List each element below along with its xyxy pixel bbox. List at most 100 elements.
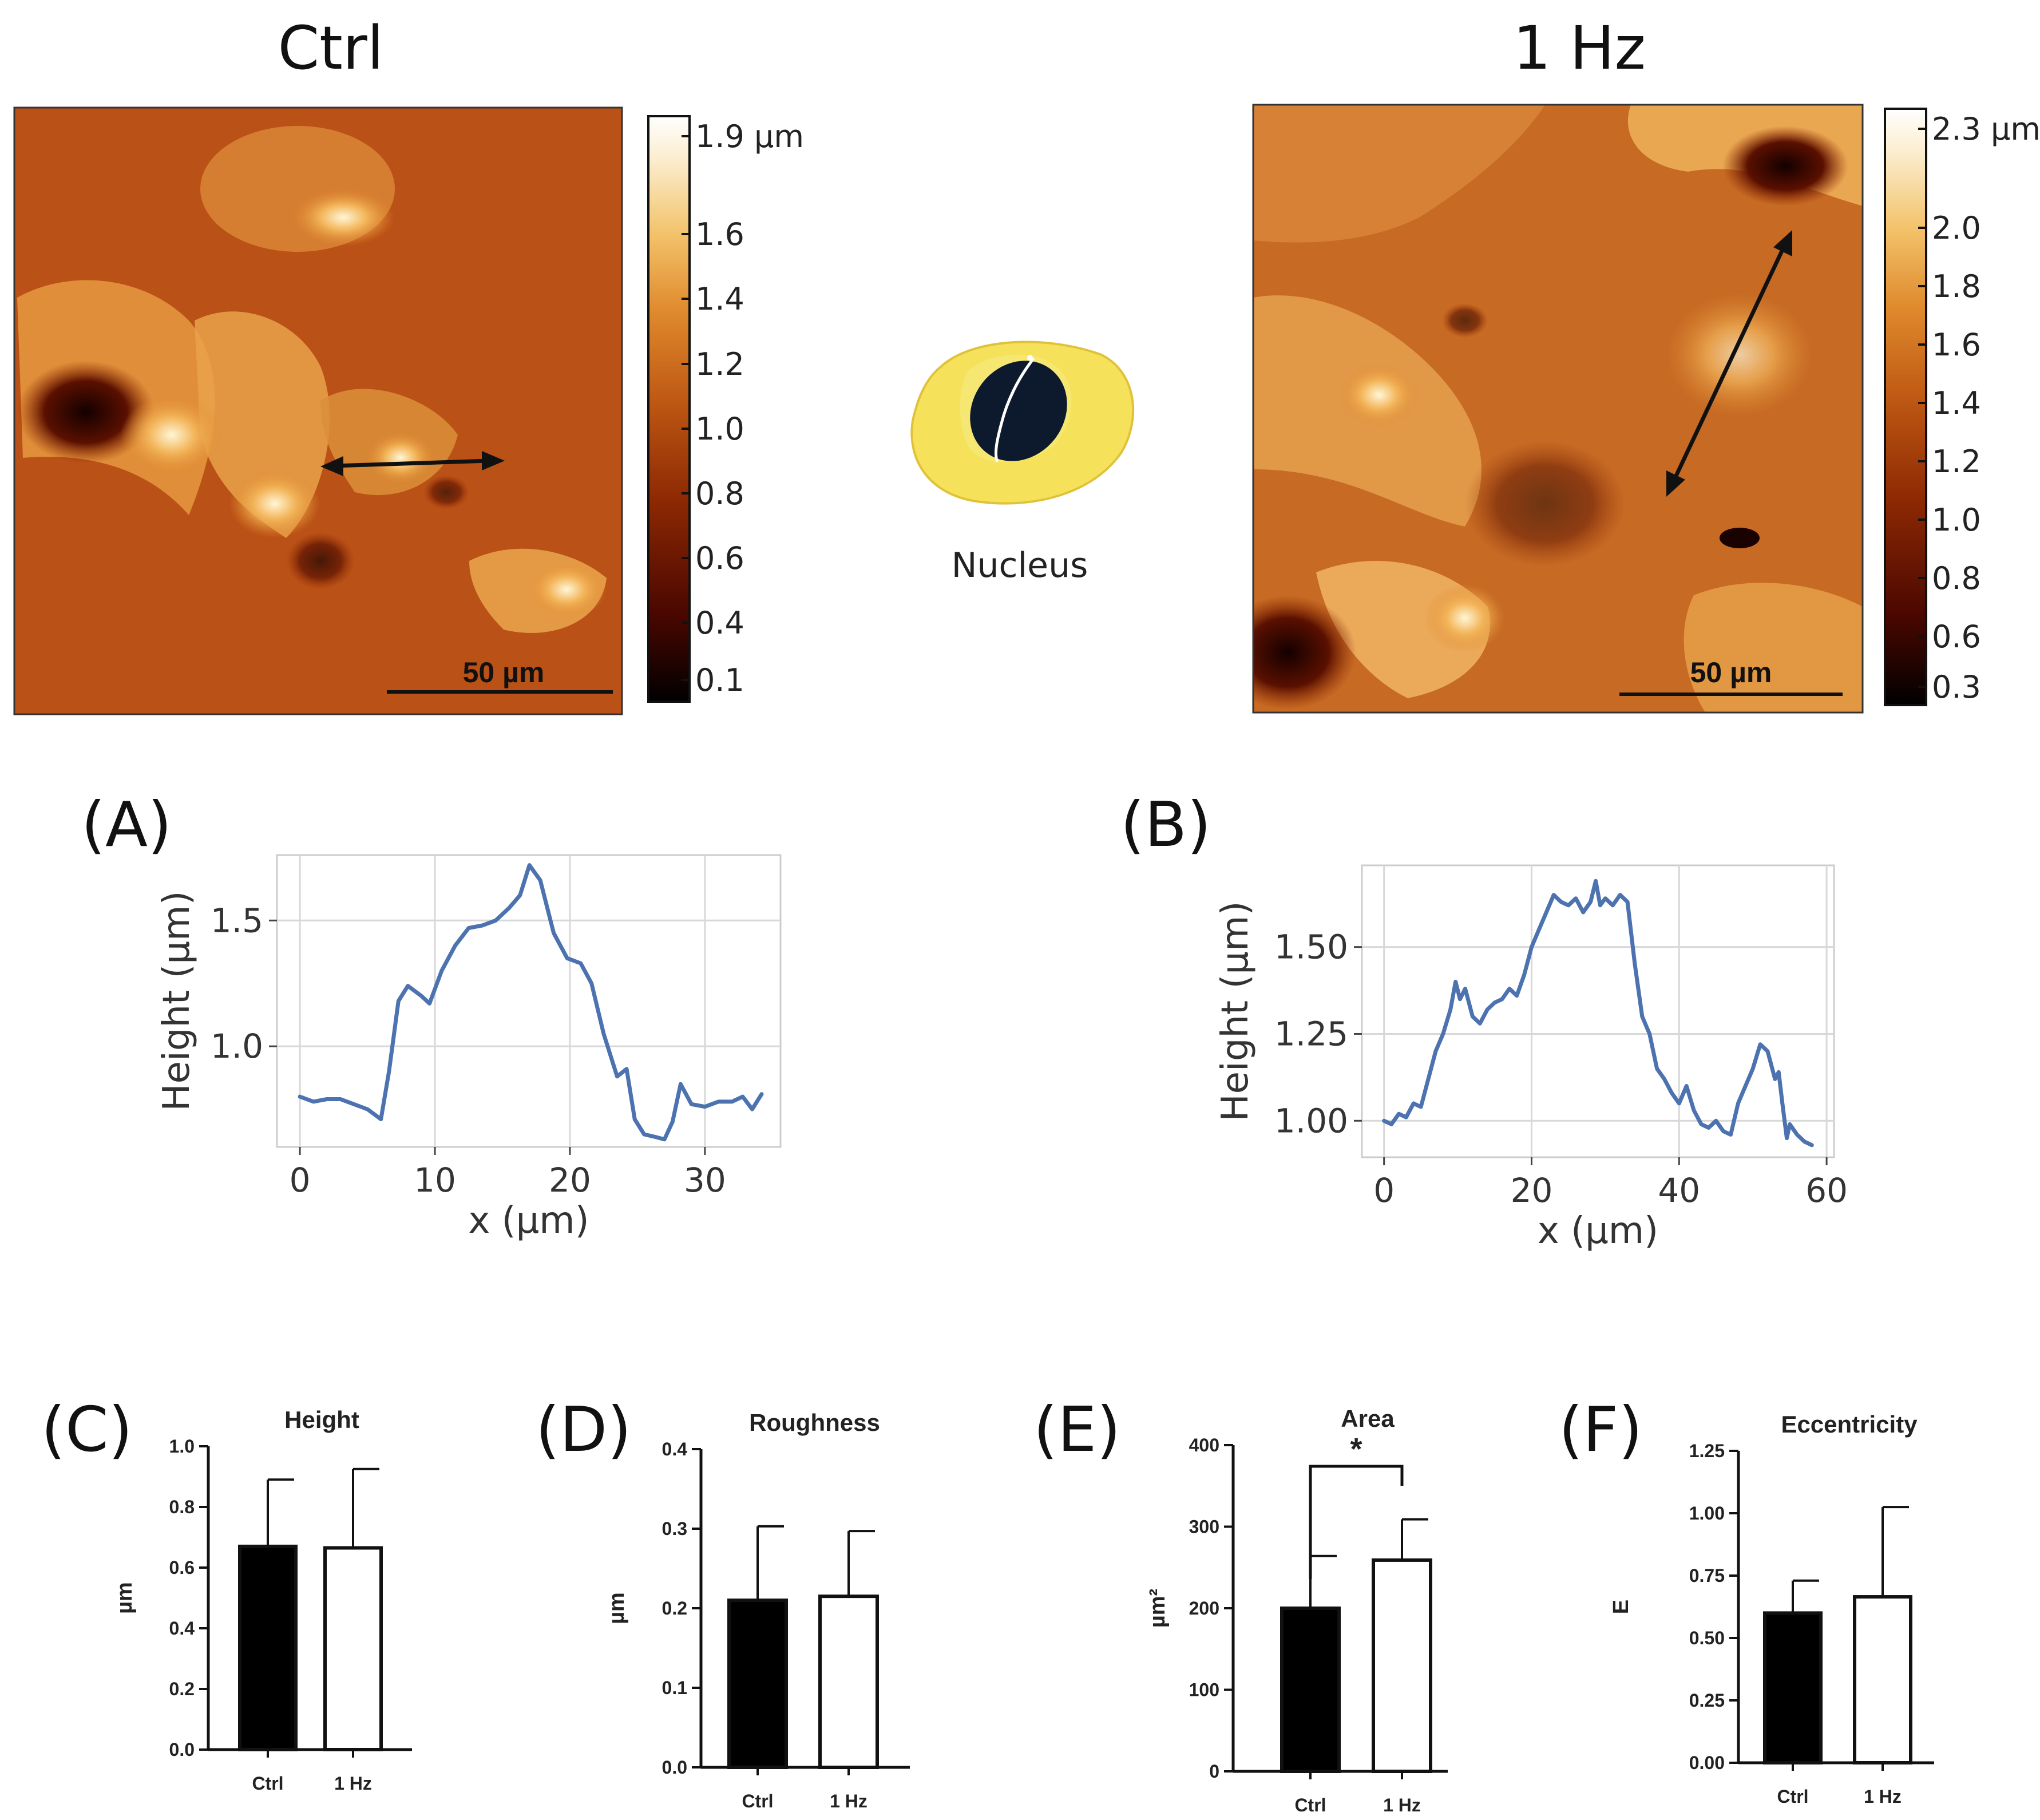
afm-image-ctrl: Ctrl 50 µm 1.9 µm — [13, 13, 804, 715]
colorbar-tick-label: 0.8 — [1932, 560, 1981, 596]
panel-label: (E) — [1033, 1394, 1121, 1466]
chart-title: Area — [1341, 1405, 1395, 1432]
bar-ctrl — [1763, 1611, 1823, 1764]
y-tick-label: 0.00 — [1689, 1752, 1725, 1773]
y-tick-label: 0.4 — [169, 1618, 195, 1639]
y-tick-label: 0.0 — [169, 1739, 195, 1760]
afm-image-1hz: 1 Hz 50 µm 2.3 µm2.01.81.61.41.21. — [1252, 13, 2040, 714]
x-tick-label: 40 — [1658, 1171, 1700, 1210]
y-axis-label: Height (μm) — [156, 891, 198, 1111]
chart-bar-e: 0 100 200 300 400 Ctrl 1 Hz Area µm² (E) * — [1033, 1394, 1448, 1815]
x-tick-label: 30 — [684, 1161, 726, 1200]
colorbar-tick-label: 0.6 — [695, 540, 744, 576]
colorbar-tick-label: 1.8 — [1932, 268, 1981, 304]
y-tick-label: 0.8 — [169, 1497, 195, 1517]
bar-ctrl — [238, 1544, 298, 1751]
colorbar-tick-label: 0.1 — [695, 662, 744, 698]
bar-ctrl — [1280, 1607, 1341, 1773]
colorbar-tick-label: 2.0 — [1932, 210, 1981, 246]
y-tick-label: 1.0 — [211, 1027, 263, 1066]
chart-title: Height — [284, 1406, 359, 1433]
x-tick-label: Ctrl — [742, 1791, 773, 1811]
afm-1hz-scale-bar — [1619, 693, 1843, 696]
x-tick-label: 1 Hz — [334, 1773, 372, 1794]
colorbar-tick-label: 2.3 µm — [1932, 111, 2040, 147]
x-axis-label: x (μm) — [468, 1200, 589, 1242]
x-tick-label: Ctrl — [252, 1773, 283, 1794]
afm-1hz-title: 1 Hz — [1513, 13, 1646, 83]
nucleus-shape — [970, 361, 1067, 461]
x-tick-label: 20 — [549, 1161, 591, 1200]
y-tick-label: 0.2 — [662, 1598, 687, 1619]
afm-1hz-profile-arrow — [1666, 230, 1792, 497]
y-axis-label: µm² — [1146, 1589, 1170, 1628]
y-tick-label: 0.50 — [1689, 1628, 1725, 1648]
y-tick-label: 1.0 — [169, 1436, 195, 1457]
colorbar-tick-label: 1.9 µm — [695, 118, 804, 155]
bar-1hz — [323, 1546, 383, 1752]
afm-1hz-scale-label: 50 µm — [1690, 656, 1772, 689]
y-tick-label: 300 — [1189, 1517, 1219, 1537]
chart-line-a: 0 10 20 30 1.0 1.5 x (μm) Height (μm) (A) — [81, 789, 782, 1242]
x-tick-label: Ctrl — [1777, 1786, 1808, 1807]
y-axis-label: E — [1609, 1600, 1633, 1614]
nucleus-schematic: Nucleus — [910, 341, 1135, 585]
nucleus-label: Nucleus — [952, 545, 1088, 585]
y-axis-label: µm — [605, 1592, 629, 1624]
panel-label: (A) — [81, 789, 172, 861]
bar-1hz — [1853, 1595, 1912, 1765]
y-tick-label: 1.25 — [1689, 1441, 1725, 1461]
height-profile-line — [1382, 879, 1814, 1148]
chart-bar-c: 0.0 0.2 0.4 0.6 0.8 1.0 Ctrl 1 Hz Height µm (C) — [41, 1394, 412, 1794]
bar-1hz — [1372, 1558, 1432, 1774]
colorbar-tick-label: 1.4 — [695, 281, 744, 317]
height-profile-line — [298, 863, 764, 1142]
y-tick-label: 0.75 — [1689, 1565, 1725, 1586]
colorbar-tick-label: 1.0 — [695, 411, 744, 447]
chart-line-b: 0 20 40 60 1.00 1.25 1.50 x (μm) Height (μm)(B) — [1120, 789, 1848, 1252]
x-tick-label: 0 — [290, 1161, 311, 1200]
y-tick-label: 0.0 — [662, 1757, 687, 1778]
panel-label: (D) — [536, 1394, 631, 1466]
afm-1hz-texture: 50 µm — [1253, 105, 1863, 713]
x-tick-label: 20 — [1511, 1171, 1553, 1210]
x-tick-label: 0 — [1373, 1171, 1395, 1210]
y-tick-label: 0.6 — [169, 1557, 195, 1578]
plot-frame — [276, 854, 782, 1148]
y-tick-label: 100 — [1189, 1680, 1219, 1700]
chart-title: Roughness — [749, 1409, 880, 1436]
colorbar-tick-label: 0.4 — [695, 605, 744, 641]
afm-ctrl-scale-bar — [387, 690, 613, 694]
y-tick-label: 1.25 — [1274, 1014, 1348, 1053]
y-tick-label: 0.25 — [1689, 1690, 1725, 1711]
x-tick-label: 1 Hz — [830, 1791, 868, 1811]
afm-1hz-colorbar — [1884, 108, 1927, 706]
x-tick-label: Ctrl — [1294, 1795, 1326, 1815]
chart-bar-d: 0.0 0.1 0.2 0.3 0.4 Ctrl 1 Hz Roughness µm (D) — [536, 1394, 910, 1811]
colorbar-tick-label: 1.2 — [1932, 444, 1981, 480]
y-tick-label: 1.00 — [1274, 1101, 1348, 1140]
y-axis-label: µm — [113, 1582, 137, 1614]
y-tick-label: 1.50 — [1274, 928, 1348, 967]
y-tick-label: 0.3 — [662, 1518, 687, 1539]
colorbar-tick-label: 1.0 — [1932, 502, 1981, 538]
x-axis-label: x (μm) — [1538, 1210, 1658, 1252]
panel-label: (F) — [1559, 1394, 1642, 1466]
panel-label: (C) — [41, 1394, 133, 1466]
x-tick-label: 60 — [1805, 1171, 1848, 1210]
colorbar-tick-label: 1.4 — [1932, 385, 1981, 421]
y-tick-label: 0.4 — [662, 1439, 688, 1459]
colorbar-tick-label: 0.3 — [1932, 669, 1981, 705]
afm-ctrl-colorbar — [647, 115, 691, 703]
afm-1hz-colorbar-ticks: 2.3 µm 2.0 1.8 1.6 1.4 1.2 1.0 0.8 0.6 0.3 — [1918, 111, 2040, 705]
colorbar-tick-label: 0.6 — [1932, 619, 1981, 655]
afm-ctrl-title: Ctrl — [278, 13, 383, 83]
chart-title: Eccentricity — [1781, 1411, 1918, 1438]
bar-1hz — [818, 1595, 879, 1769]
afm-ctrl-profile-arrow — [320, 451, 505, 476]
bar-ctrl — [727, 1599, 788, 1770]
y-tick-label: 1.00 — [1689, 1503, 1725, 1524]
significance-bracket — [1309, 1465, 1404, 1579]
colorbar-tick-label: 1.6 — [1932, 327, 1981, 363]
